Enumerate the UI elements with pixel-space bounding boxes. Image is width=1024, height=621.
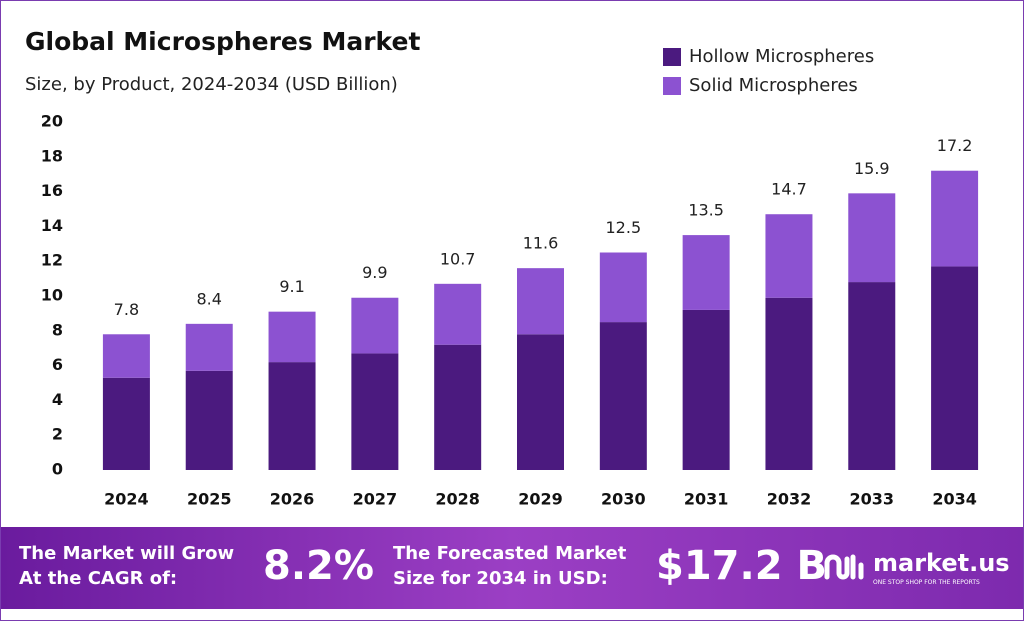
bar-segment [517,334,564,470]
x-tick-label: 2025 [187,490,232,509]
x-tick-label: 2029 [518,490,563,509]
y-tick-label: 6 [52,355,63,374]
chart-title: Global Microspheres Market [25,27,420,56]
x-tick-label: 2033 [850,490,895,509]
x-tick-label: 2030 [601,490,646,509]
total-label: 15.9 [854,159,890,178]
logo-icon [824,554,864,580]
y-tick-label: 4 [52,390,63,409]
bar-segment [102,377,150,470]
y-tick-label: 18 [41,146,63,165]
bar-segment [185,323,233,371]
forecast-text: The Forecasted Market Size for 2034 in U… [393,543,627,589]
bar-segment [268,311,316,363]
bar-segment [351,353,399,470]
cagr-value: 8.2% [263,543,374,589]
x-tick-label: 2024 [104,490,149,509]
total-label: 14.7 [771,180,807,199]
bar-segment [848,193,896,283]
y-tick-label: 12 [41,251,63,270]
cagr-text: The Market will Grow At the CAGR of: [19,543,235,589]
bar-segment [682,309,730,470]
bar-segment [682,235,730,310]
x-tick-label: 2034 [932,490,977,509]
bar-segment [765,297,813,470]
bar-segment [848,282,896,470]
bar-segment [599,322,647,470]
total-label: 9.9 [362,263,387,282]
total-label: 9.1 [279,277,304,296]
bar-segment [765,214,813,298]
bar-segment [931,266,979,470]
y-tick-label: 20 [41,112,63,131]
bar-segment [351,297,399,354]
y-tick-label: 16 [41,181,63,200]
total-label: 8.4 [197,289,222,308]
y-tick-label: 10 [41,286,63,305]
chart-subtitle: Size, by Product, 2024-2034 (USD Billion… [25,74,398,95]
x-tick-label: 2026 [270,490,315,509]
x-tick-label: 2027 [353,490,398,509]
x-tick-label: 2032 [767,490,812,509]
total-label: 7.8 [114,300,139,319]
legend-label: Hollow Microspheres [689,46,874,67]
bar-segment [599,252,647,323]
legend-swatch [663,77,681,95]
total-label: 13.5 [688,201,724,220]
total-label: 17.2 [937,136,973,155]
tagline: ONE STOP SHOP FOR THE REPORTS [873,579,980,586]
bar-segment [931,170,979,267]
total-label: 10.7 [440,249,476,268]
brand: market.us [873,549,1010,577]
legend-label: Solid Microspheres [689,75,858,96]
bar-segment [434,283,482,345]
total-label: 12.5 [606,218,642,237]
bar-segment [434,344,482,470]
forecast-value: $17.2 B [656,543,827,589]
legend-swatch [663,48,681,66]
total-label: 11.6 [523,234,559,253]
chart: Global Microspheres Market Size, by Prod… [25,27,979,509]
bar-segment [268,362,316,470]
x-tick-label: 2028 [435,490,480,509]
x-tick-label: 2031 [684,490,729,509]
footer-banner: The Market will Grow At the CAGR of: 8.2… [1,527,1023,609]
bar-segment [185,370,233,470]
bar-segment [517,268,564,335]
bar-segment [102,334,150,378]
y-tick-label: 14 [41,216,63,235]
y-tick-label: 0 [52,460,63,479]
y-tick-label: 8 [52,320,63,339]
y-tick-label: 2 [52,425,63,444]
